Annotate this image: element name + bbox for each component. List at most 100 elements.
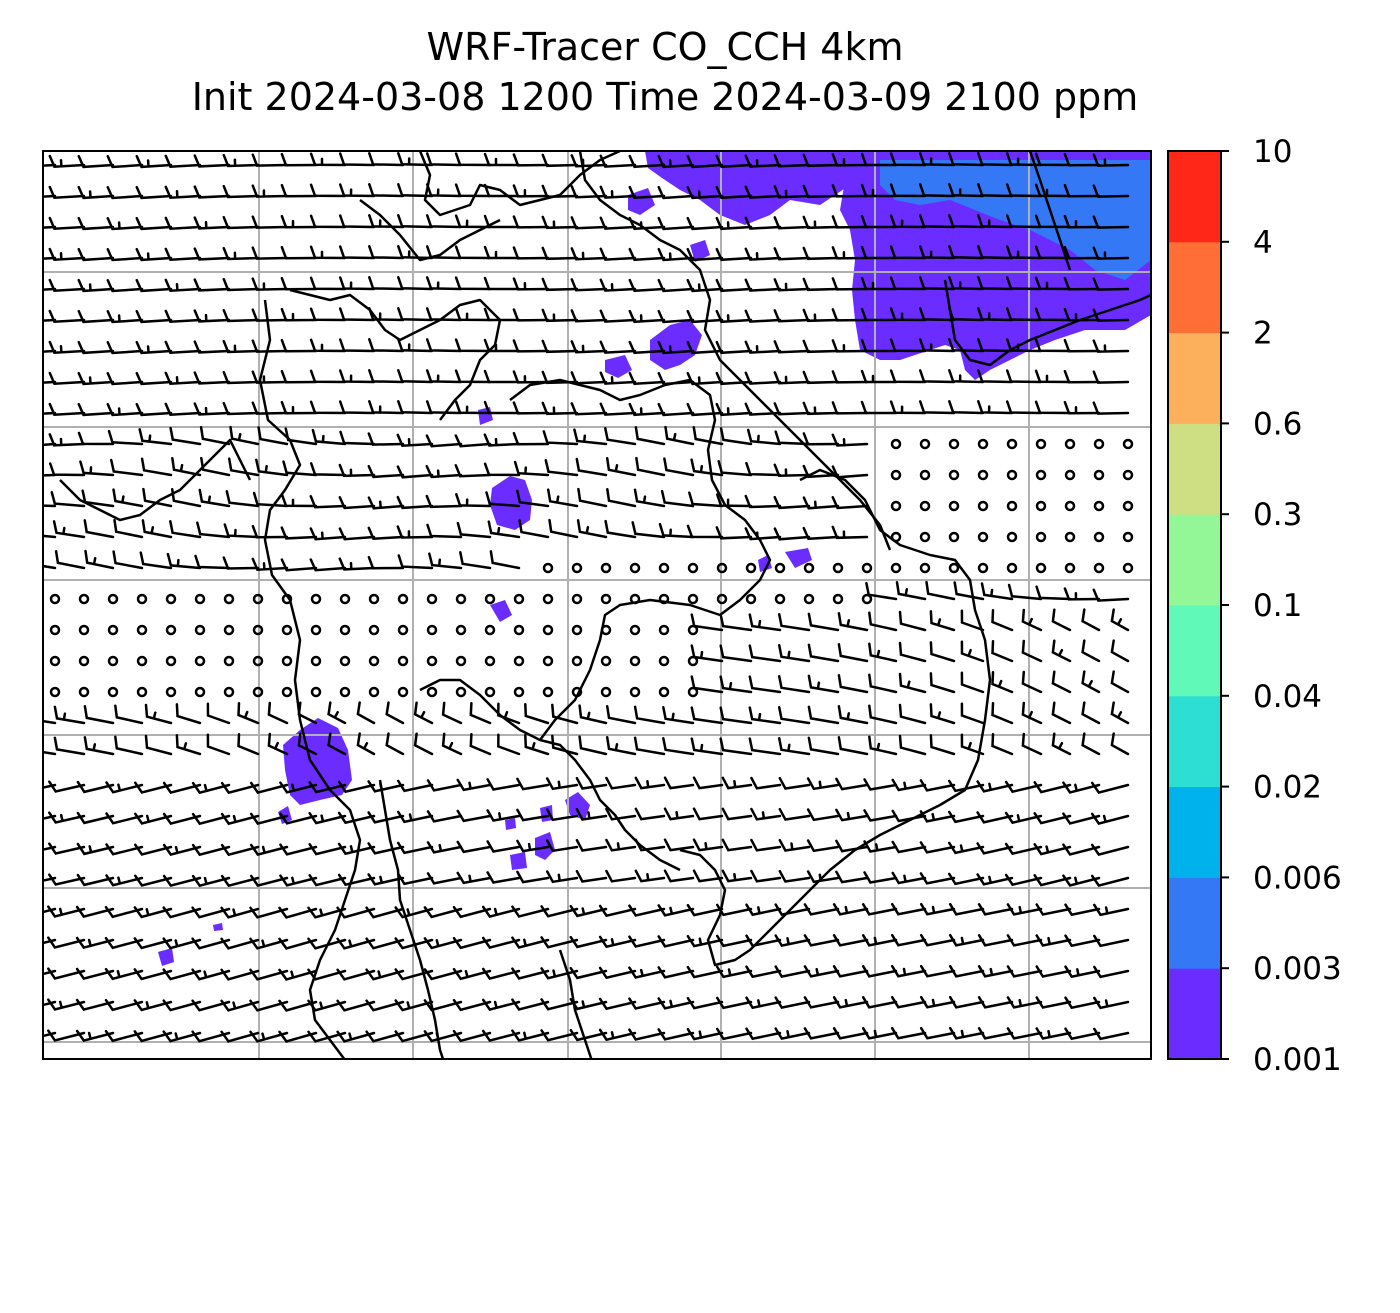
calm-wind-circle (107, 593, 119, 605)
wind-barb (135, 216, 173, 231)
calm-wind-circle (368, 624, 380, 636)
wind-barb (889, 400, 927, 415)
wind-barb (194, 554, 231, 570)
wind-barb (77, 309, 115, 324)
wind-barb (778, 807, 811, 821)
wind-barb (164, 371, 202, 385)
wind-barb (162, 968, 202, 981)
wind-barb (456, 871, 492, 885)
wind-barb (43, 938, 57, 945)
wind-barb (889, 183, 927, 198)
wind-barb (222, 246, 260, 261)
wind-barb (898, 703, 927, 725)
wind-barb (135, 371, 173, 386)
wind-barb (107, 429, 144, 446)
wind-barb (162, 812, 202, 826)
wind-barb (1005, 338, 1043, 353)
wind-barb (634, 426, 666, 446)
wind-barb (425, 494, 463, 509)
wind-barb (513, 460, 550, 477)
calm-wind-circle (310, 686, 322, 698)
calm-wind-circle (1122, 531, 1134, 543)
wind-barb (773, 527, 811, 541)
wind-barb (489, 550, 521, 570)
wind-barb (394, 1030, 434, 1043)
calm-wind-circle (339, 593, 351, 605)
wind-barb (1051, 670, 1072, 694)
wind-barb (744, 402, 782, 416)
calm-wind-circle (252, 686, 264, 698)
wind-barb (75, 936, 115, 950)
wind-barb (368, 338, 405, 353)
wind-barb (1034, 276, 1072, 291)
calm-wind-circle (368, 655, 380, 667)
wind-barb (929, 672, 956, 694)
wind-barb (483, 338, 521, 353)
wind-barb (1034, 307, 1072, 322)
wind-barb (889, 276, 927, 291)
colorbar-segment (1168, 605, 1221, 697)
wind-barb (861, 1027, 898, 1040)
wind-barb (338, 463, 376, 478)
wind-barb (162, 937, 202, 950)
wind-barb (396, 433, 434, 447)
wind-barb (280, 493, 318, 508)
colorbar-tick-label: 0.6 (1253, 406, 1302, 442)
wind-barb (280, 369, 318, 384)
calm-wind-circle (455, 624, 467, 636)
wind-barb (282, 460, 318, 477)
wind-barb (570, 154, 608, 168)
calm-wind-circle (165, 593, 177, 605)
wind-barb (106, 186, 144, 200)
wind-barb (511, 1029, 550, 1042)
wind-barb (657, 216, 695, 231)
calm-wind-circle (484, 655, 496, 667)
wind-barb (546, 488, 579, 508)
colorbar-segment (1168, 877, 1221, 969)
wind-barb (109, 458, 144, 477)
wind-barb (1035, 965, 1072, 978)
calm-wind-circle (629, 562, 641, 574)
wind-barb (605, 776, 637, 790)
calm-wind-circle (107, 655, 119, 667)
map-panel (43, 151, 1151, 1059)
wind-barb (686, 216, 724, 231)
wind-barb (657, 904, 695, 917)
calm-wind-circle (890, 438, 902, 450)
wind-barb (657, 309, 695, 324)
wind-barb (802, 184, 840, 199)
wind-barb (1034, 183, 1072, 198)
wind-barb (802, 153, 840, 168)
wind-barb (570, 402, 608, 416)
wind-barb (297, 732, 318, 756)
wind-barb (47, 936, 86, 949)
wind-barb (1063, 245, 1101, 260)
wind-barb (1051, 701, 1072, 725)
wind-barb (164, 402, 202, 416)
calm-wind-circle (1122, 562, 1134, 574)
wind-barb (802, 277, 840, 292)
wind-barb (43, 814, 57, 820)
wind-barb (686, 371, 724, 386)
wind-barb (135, 309, 173, 324)
wind-barb (48, 462, 86, 477)
wind-barb (831, 308, 869, 322)
wind-barb (48, 340, 86, 354)
wind-barb (744, 185, 782, 199)
wind-barb (860, 245, 898, 260)
wind-barb (469, 701, 492, 725)
wind-barb (919, 964, 956, 978)
wind-barb (895, 581, 927, 601)
wind-barb (633, 705, 666, 725)
calm-wind-circle (49, 655, 61, 667)
wind-barb (715, 903, 753, 917)
wind-barb (425, 400, 463, 415)
calm-wind-circle (426, 655, 438, 667)
wind-barb (452, 905, 492, 919)
wind-barb (1093, 965, 1130, 979)
wind-barb (193, 340, 231, 354)
wind-barb (605, 456, 637, 477)
wind-barb (106, 310, 144, 324)
wind-barb (139, 551, 173, 570)
wind-barb (977, 245, 1014, 260)
